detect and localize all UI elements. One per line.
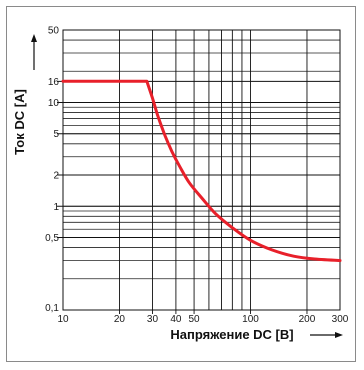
x-tick-label: 10: [57, 314, 69, 325]
x-tick-label: 30: [147, 314, 159, 325]
chart-frame: [6, 6, 356, 362]
series-line: [61, 79, 342, 262]
plot-border: [62, 29, 341, 311]
x-tick-label: 300: [332, 314, 349, 325]
y-tick-label: 2: [53, 171, 59, 182]
grid-x: [119, 30, 308, 314]
y-tick-label: 50: [48, 26, 60, 37]
grid-minor-y: [63, 39, 340, 280]
y-axis-title: Ток DC [А]: [12, 89, 27, 155]
y-tick-labels: 0,1 0,5 1 2 5 10 16 50: [45, 26, 59, 315]
x-tick-label: 20: [114, 314, 126, 325]
grid-major-y: [57, 80, 340, 238]
x-tick-label: 100: [242, 314, 259, 325]
x-tick-label: 50: [189, 314, 201, 325]
x-axis-title: Напряжение DC [В]: [170, 327, 293, 342]
x-tick-label: 200: [299, 314, 316, 325]
y-tick-label: 0,1: [45, 303, 59, 314]
y-tick-label: 16: [48, 77, 60, 88]
y-tick-label: 1: [53, 202, 59, 213]
y-axis-arrowhead: [31, 34, 37, 42]
x-axis-arrowhead: [335, 332, 343, 338]
y-tick-label: 10: [48, 98, 60, 109]
x-tick-labels: 10 20 30 40 50 100 200 300: [57, 314, 348, 325]
y-tick-label: 5: [53, 129, 59, 140]
x-tick-label: 40: [170, 314, 182, 325]
y-tick-label: 0,5: [45, 233, 59, 244]
